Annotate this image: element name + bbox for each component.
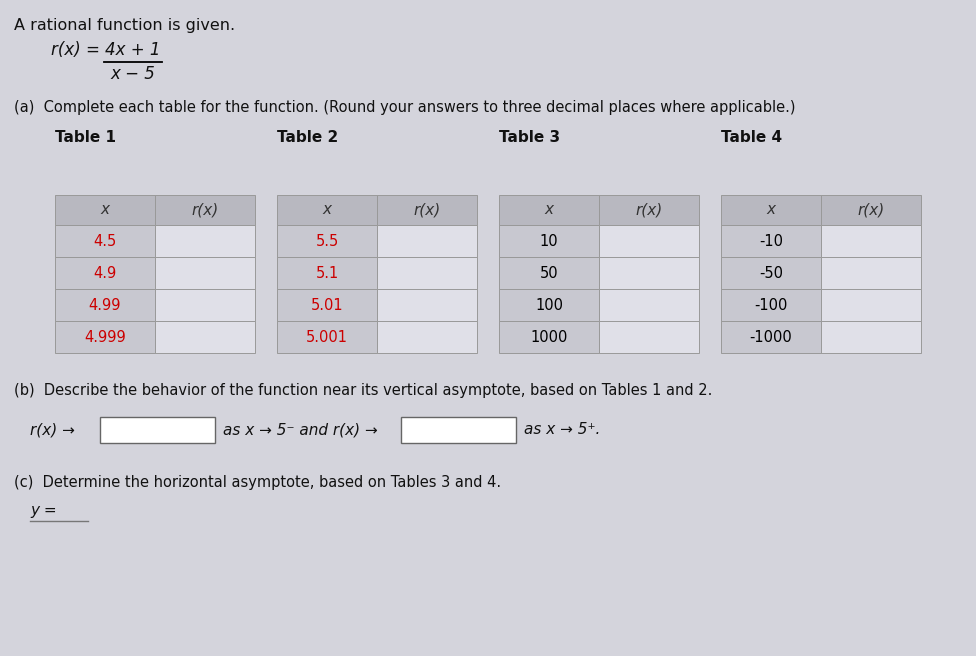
Bar	[821, 257, 921, 289]
Bar	[277, 289, 377, 321]
Bar	[821, 321, 921, 353]
Bar	[721, 289, 821, 321]
Bar	[401, 417, 516, 443]
Bar	[155, 225, 255, 257]
Text: r(x) →: r(x) →	[30, 422, 75, 438]
Text: y =: y =	[30, 503, 57, 518]
Bar	[155, 195, 255, 225]
Bar	[277, 225, 377, 257]
Bar	[155, 289, 255, 321]
Text: Table 3: Table 3	[499, 130, 560, 145]
Text: 10: 10	[540, 234, 558, 249]
Text: 4.5: 4.5	[94, 234, 116, 249]
Text: as x → 5⁻ and r(x) →: as x → 5⁻ and r(x) →	[223, 422, 378, 438]
Text: 5.01: 5.01	[310, 298, 344, 312]
Bar	[55, 195, 155, 225]
Text: r(x): r(x)	[857, 203, 884, 218]
Text: 4x + 1: 4x + 1	[105, 41, 161, 59]
Text: A rational function is given.: A rational function is given.	[14, 18, 235, 33]
Text: 5.5: 5.5	[315, 234, 339, 249]
Text: Table 2: Table 2	[277, 130, 339, 145]
Text: (b)  Describe the behavior of the function near its vertical asymptote, based on: (b) Describe the behavior of the functio…	[14, 383, 712, 398]
Text: x: x	[101, 203, 109, 218]
Text: as x → 5⁺.: as x → 5⁺.	[524, 422, 600, 438]
Text: 5.1: 5.1	[315, 266, 339, 281]
Text: 4.9: 4.9	[94, 266, 116, 281]
Text: Table 1: Table 1	[55, 130, 116, 145]
Text: r(x) =: r(x) =	[51, 41, 100, 59]
Text: r(x): r(x)	[414, 203, 440, 218]
Bar	[599, 321, 699, 353]
Text: -50: -50	[759, 266, 783, 281]
Text: -10: -10	[759, 234, 783, 249]
Bar	[377, 321, 477, 353]
Text: 4.99: 4.99	[89, 298, 121, 312]
Bar	[721, 225, 821, 257]
Bar	[155, 257, 255, 289]
Text: x: x	[322, 203, 332, 218]
Bar	[821, 195, 921, 225]
Bar	[599, 225, 699, 257]
Bar	[721, 195, 821, 225]
Text: x − 5: x − 5	[110, 65, 155, 83]
Text: r(x): r(x)	[191, 203, 219, 218]
Bar	[821, 225, 921, 257]
Bar	[277, 257, 377, 289]
Text: (a)  Complete each table for the function. (Round your answers to three decimal : (a) Complete each table for the function…	[14, 100, 795, 115]
Text: -1000: -1000	[750, 329, 793, 344]
Bar	[377, 289, 477, 321]
Text: -100: -100	[754, 298, 788, 312]
Bar	[499, 321, 599, 353]
Bar	[821, 289, 921, 321]
Text: 4.999: 4.999	[84, 329, 126, 344]
Bar	[377, 257, 477, 289]
Text: 100: 100	[535, 298, 563, 312]
Bar	[721, 257, 821, 289]
Bar	[499, 257, 599, 289]
Bar	[277, 195, 377, 225]
Bar	[55, 321, 155, 353]
Bar	[599, 195, 699, 225]
Bar	[499, 225, 599, 257]
Bar	[377, 195, 477, 225]
Text: r(x): r(x)	[635, 203, 663, 218]
Bar	[599, 289, 699, 321]
Text: Table 4: Table 4	[721, 130, 782, 145]
Bar	[55, 257, 155, 289]
Text: 50: 50	[540, 266, 558, 281]
Bar	[499, 195, 599, 225]
Bar	[377, 225, 477, 257]
Bar	[721, 321, 821, 353]
Bar	[499, 289, 599, 321]
Text: x: x	[545, 203, 553, 218]
Bar	[277, 321, 377, 353]
Text: 1000: 1000	[530, 329, 568, 344]
Bar	[55, 289, 155, 321]
Bar	[55, 225, 155, 257]
Text: x: x	[766, 203, 776, 218]
Bar	[599, 257, 699, 289]
Text: (c)  Determine the horizontal asymptote, based on Tables 3 and 4.: (c) Determine the horizontal asymptote, …	[14, 475, 501, 490]
Bar	[100, 417, 215, 443]
Text: 5.001: 5.001	[306, 329, 348, 344]
Bar	[155, 321, 255, 353]
